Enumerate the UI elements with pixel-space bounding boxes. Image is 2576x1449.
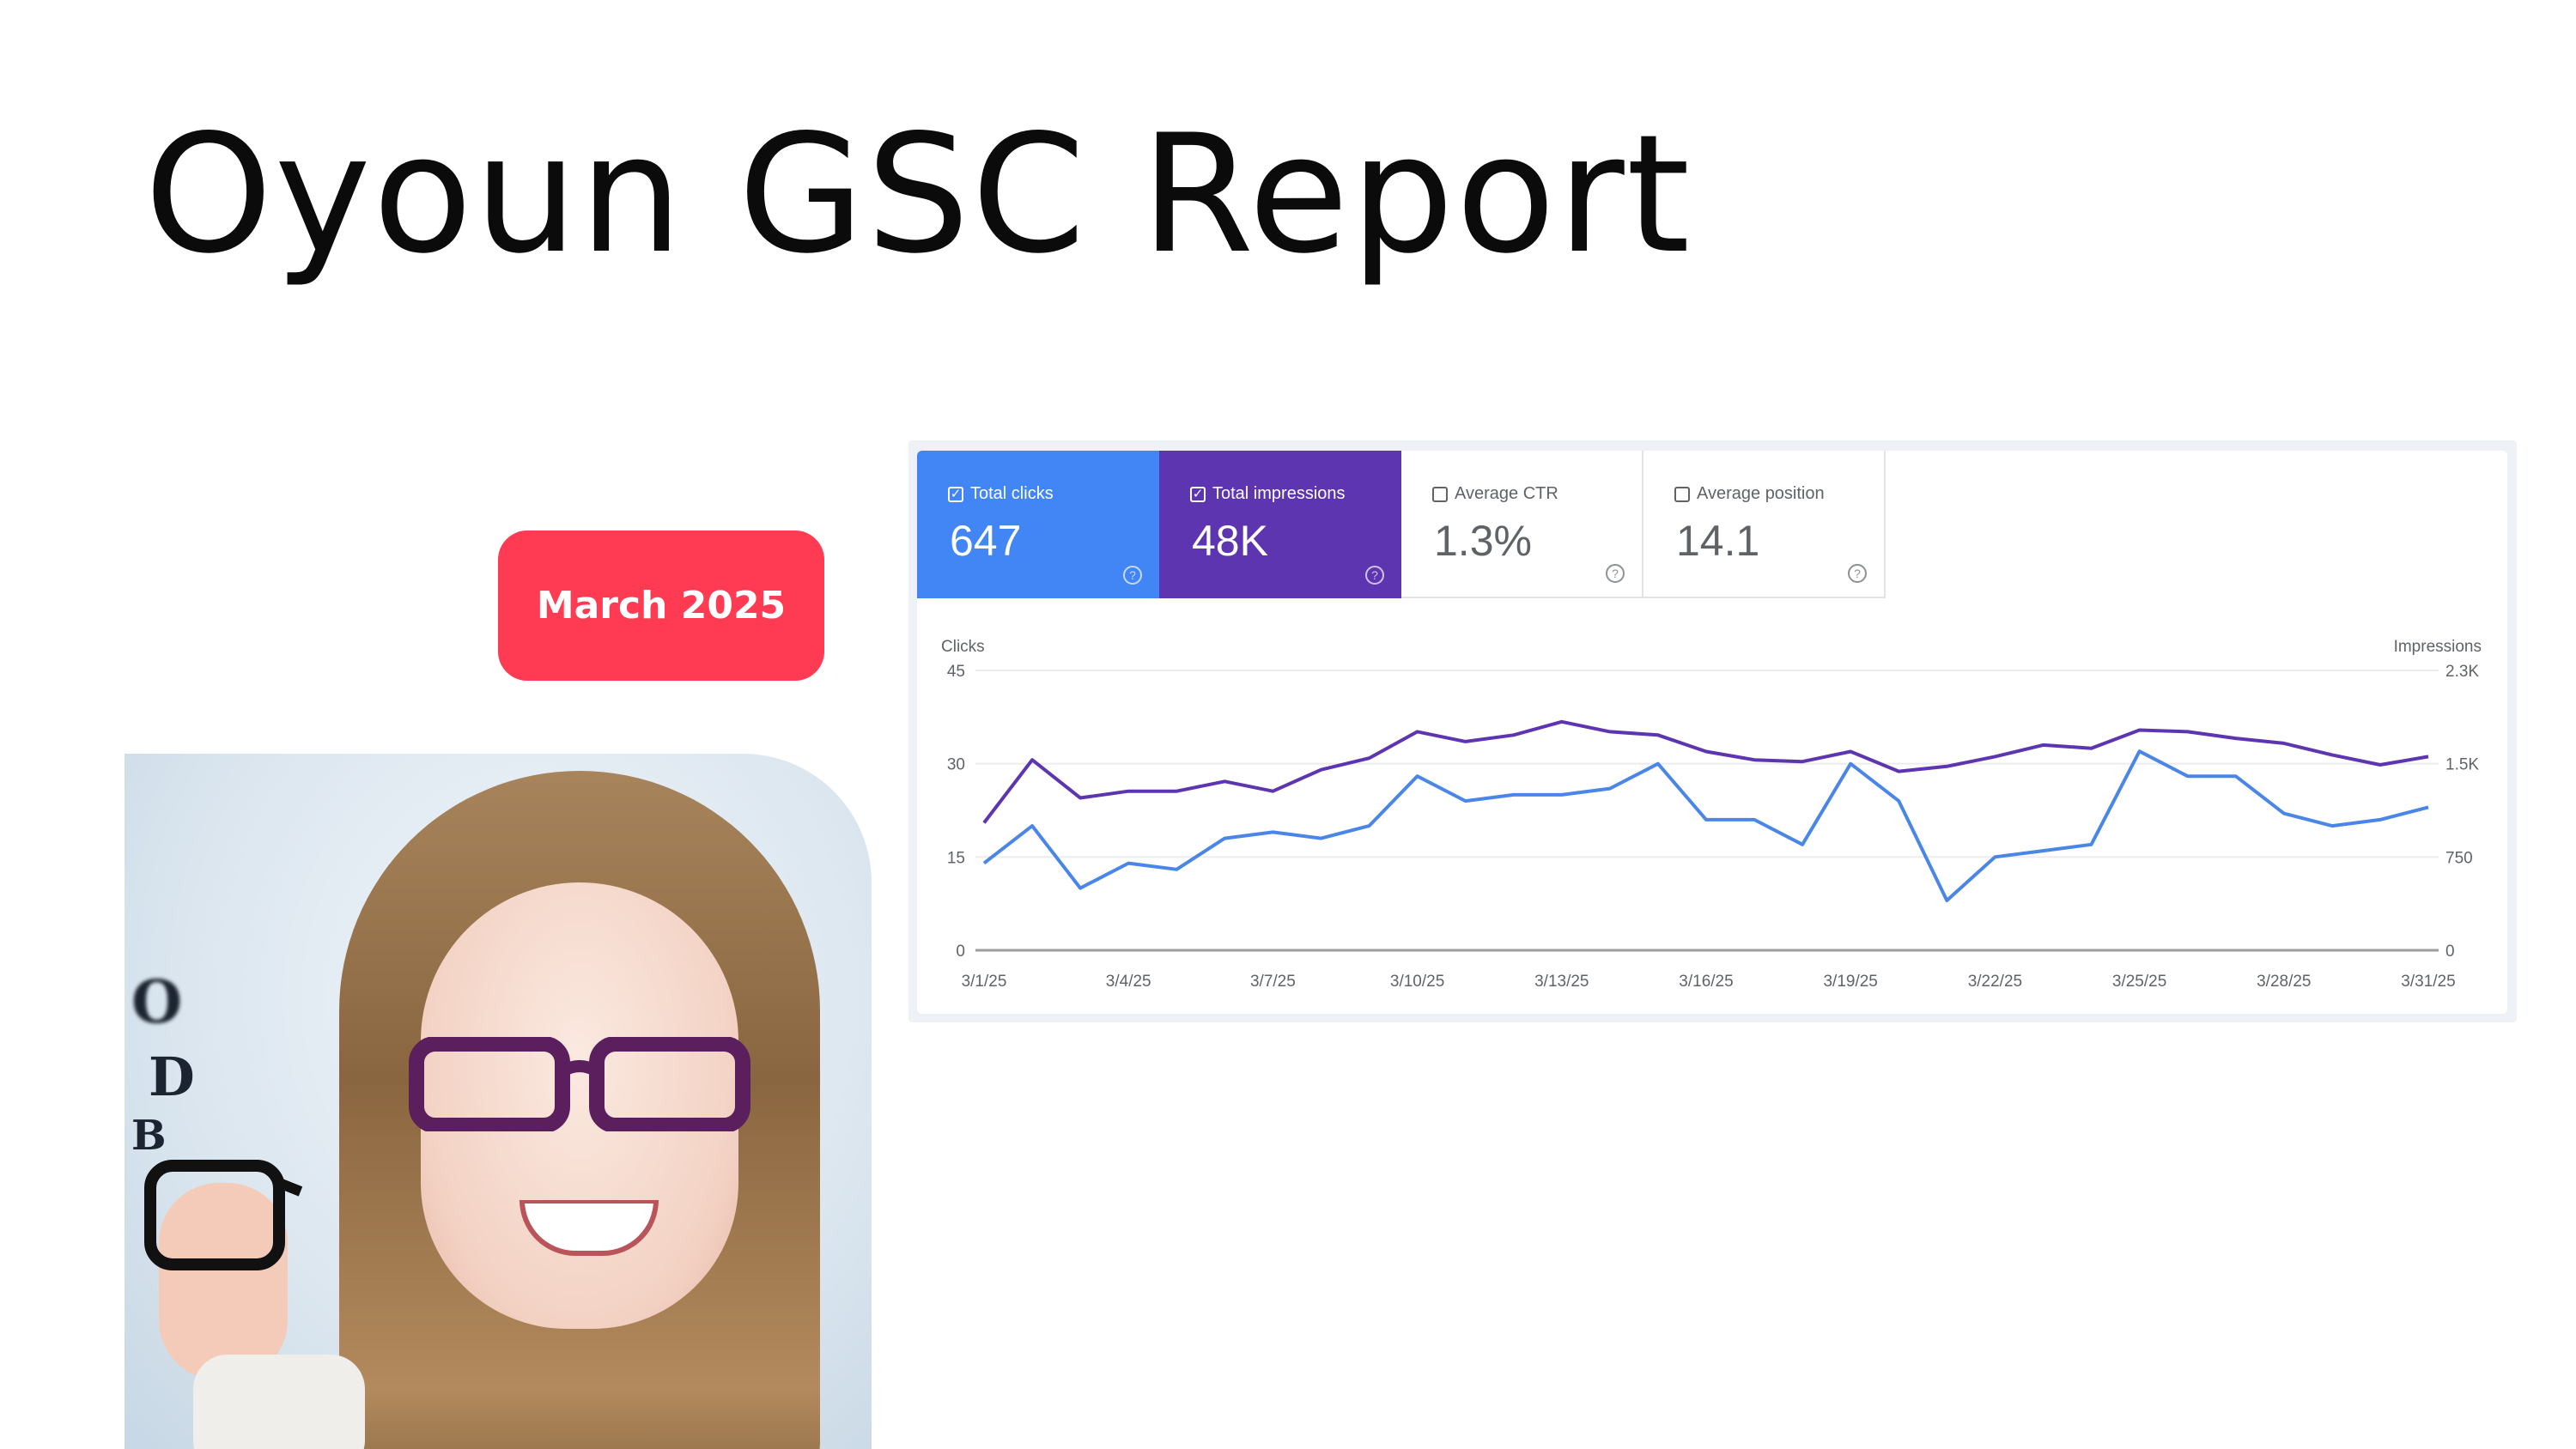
performance-line-chart: Clicks Impressions 0 0 15 750 30 1.5K 45 2.3K 3/1/… <box>941 638 2482 991</box>
help-icon[interactable]: ? <box>1848 564 1867 583</box>
y-axis-title-left: Clicks <box>941 638 985 656</box>
checkbox-unchecked-icon[interactable] <box>1432 486 1448 502</box>
metric-label: Average position <box>1697 484 1825 503</box>
y-tick-right: 0 <box>2445 943 2455 961</box>
metric-card-total-impressions[interactable]: ✓ Total impressions 48K ? <box>1159 451 1401 598</box>
x-tick: 3/19/25 <box>1823 973 1877 991</box>
metric-label: Total impressions <box>1212 484 1346 503</box>
series-line-impressions <box>982 719 2429 824</box>
eye-chart-letter: O <box>131 968 183 1037</box>
black-glasses-icon <box>144 1160 303 1270</box>
date-badge-label: March 2025 <box>536 584 787 627</box>
checkbox-checked-icon[interactable]: ✓ <box>948 486 963 502</box>
gsc-performance-panel: ✓ Total clicks 647 ? ✓ Total impressions 4… <box>908 440 2517 1022</box>
x-tick: 3/16/25 <box>1679 973 1733 991</box>
metric-value: 48K <box>1192 517 1268 565</box>
x-tick: 3/7/25 <box>1250 973 1296 991</box>
x-tick: 3/31/25 <box>2401 973 2455 991</box>
x-tick: 3/1/25 <box>962 973 1007 991</box>
x-tick: 3/28/25 <box>2257 973 2311 991</box>
x-tick: 3/10/25 <box>1390 973 1444 991</box>
help-icon[interactable]: ? <box>1606 564 1625 583</box>
y-tick-left: 0 <box>956 943 965 961</box>
y-tick-left: 45 <box>947 663 965 681</box>
y-tick-left: 30 <box>947 756 965 774</box>
y-tick-right: 1.5K <box>2445 756 2479 774</box>
y-tick-left: 15 <box>947 849 965 867</box>
photo-hand <box>159 1183 288 1380</box>
checkbox-unchecked-icon[interactable] <box>1674 486 1690 502</box>
metric-label: Average CTR <box>1455 484 1558 503</box>
y-tick-right: 2.3K <box>2445 663 2479 681</box>
series-line-clicks <box>982 749 2429 902</box>
hero-photo: O D B <box>125 754 872 1449</box>
page-title: Oyoun GSC Report <box>144 100 1692 289</box>
help-icon[interactable]: ? <box>1365 566 1384 585</box>
metric-value: 647 <box>950 517 1022 565</box>
y-axis-title-right: Impressions <box>2394 638 2482 656</box>
x-tick: 3/25/25 <box>2112 973 2166 991</box>
purple-glasses-icon <box>409 1037 750 1131</box>
x-tick: 3/4/25 <box>1106 973 1151 991</box>
x-tick: 3/13/25 <box>1534 973 1589 991</box>
metric-cards: ✓ Total clicks 647 ? ✓ Total impressions 4… <box>917 451 1886 598</box>
photo-sweater <box>193 1355 365 1449</box>
date-badge: March 2025 <box>498 530 824 681</box>
eye-chart-letter: B <box>131 1112 167 1160</box>
eye-chart-letter: D <box>149 1046 195 1108</box>
metric-value: 14.1 <box>1676 517 1760 565</box>
metric-label: Total clicks <box>970 484 1054 503</box>
y-tick-right: 750 <box>2445 849 2473 867</box>
help-icon[interactable]: ? <box>1123 566 1142 585</box>
metric-card-average-position[interactable]: Average position 14.1 ? <box>1643 451 1886 598</box>
eye-chart-letters: O D B <box>125 968 195 1160</box>
metric-card-total-clicks[interactable]: ✓ Total clicks 647 ? <box>917 451 1159 598</box>
metric-value: 1.3% <box>1434 517 1532 565</box>
x-tick: 3/22/25 <box>1968 973 2022 991</box>
checkbox-checked-icon[interactable]: ✓ <box>1190 486 1206 502</box>
metric-card-average-ctr[interactable]: Average CTR 1.3% ? <box>1401 451 1643 598</box>
